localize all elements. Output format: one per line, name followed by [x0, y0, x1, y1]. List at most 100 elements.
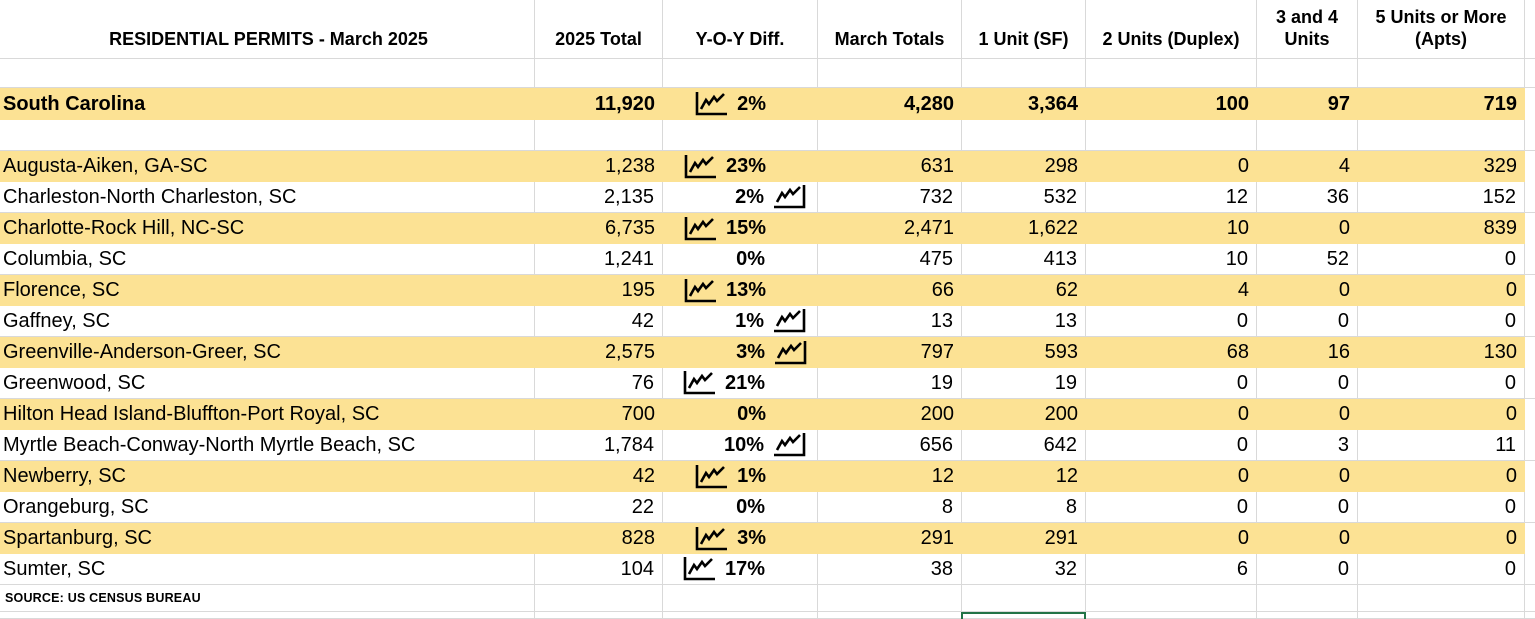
- cell-2025-total[interactable]: 2,575: [535, 337, 663, 368]
- cell-2-units[interactable]: 100: [1086, 88, 1257, 120]
- empty-cell[interactable]: [1257, 612, 1358, 618]
- cell-2-units[interactable]: 0: [1086, 492, 1257, 522]
- empty-cell[interactable]: [1257, 59, 1358, 87]
- cell-3-4-units[interactable]: 36: [1257, 182, 1358, 212]
- empty-cell[interactable]: [535, 59, 663, 87]
- cell-1-unit[interactable]: 19: [962, 368, 1086, 398]
- cell-area-name[interactable]: Augusta-Aiken, GA-SC: [0, 151, 535, 182]
- cell-5-units[interactable]: 11: [1358, 430, 1525, 460]
- empty-cell[interactable]: [535, 612, 663, 618]
- cell-2025-total[interactable]: 42: [535, 461, 663, 492]
- cell-2025-total[interactable]: 1,241: [535, 244, 663, 274]
- empty-cell[interactable]: [663, 59, 818, 87]
- empty-cell[interactable]: [1358, 59, 1525, 87]
- cell-5-units[interactable]: 0: [1358, 244, 1525, 274]
- cell-1-unit[interactable]: 1,622: [962, 213, 1086, 244]
- cell-2025-total[interactable]: 1,784: [535, 430, 663, 460]
- cell-2-units[interactable]: 6: [1086, 554, 1257, 584]
- cell-march-totals[interactable]: 200: [818, 399, 962, 430]
- cell-3-4-units[interactable]: 52: [1257, 244, 1358, 274]
- cell-march-totals[interactable]: 19: [818, 368, 962, 398]
- empty-cell[interactable]: [1086, 59, 1257, 87]
- header-2025-total[interactable]: 2025 Total: [535, 0, 663, 58]
- cell-yoy-diff[interactable]: 15%: [663, 213, 818, 244]
- cell-2-units[interactable]: 10: [1086, 244, 1257, 274]
- cell-2025-total[interactable]: 1,238: [535, 151, 663, 182]
- cell-1-unit[interactable]: 413: [962, 244, 1086, 274]
- cell-yoy-diff[interactable]: 2%: [663, 182, 818, 212]
- cell-2-units[interactable]: 0: [1086, 306, 1257, 336]
- cell-5-units[interactable]: 719: [1358, 88, 1525, 120]
- cell-yoy-diff[interactable]: 3%: [663, 523, 818, 554]
- cell-2-units[interactable]: 0: [1086, 461, 1257, 492]
- empty-cell[interactable]: [0, 59, 535, 87]
- cell-area-name[interactable]: Charlotte-Rock Hill, NC-SC: [0, 213, 535, 244]
- cell-1-unit[interactable]: 593: [962, 337, 1086, 368]
- cell-2025-total[interactable]: 42: [535, 306, 663, 336]
- cell-area-name[interactable]: Myrtle Beach-Conway-North Myrtle Beach, …: [0, 430, 535, 460]
- cell-2-units[interactable]: 0: [1086, 430, 1257, 460]
- cell-2-units[interactable]: 10: [1086, 213, 1257, 244]
- header-3-4-units[interactable]: 3 and 4 Units: [1257, 0, 1358, 58]
- cell-area-name[interactable]: Newberry, SC: [0, 461, 535, 492]
- cell-march-totals[interactable]: 797: [818, 337, 962, 368]
- cell-2-units[interactable]: 0: [1086, 523, 1257, 554]
- cell-march-totals[interactable]: 12: [818, 461, 962, 492]
- empty-cell[interactable]: [535, 120, 663, 150]
- cell-march-totals[interactable]: 732: [818, 182, 962, 212]
- empty-cell[interactable]: [818, 612, 962, 618]
- cell-5-units[interactable]: 839: [1358, 213, 1525, 244]
- empty-cell[interactable]: [1086, 120, 1257, 150]
- cell-2025-total[interactable]: 22: [535, 492, 663, 522]
- cell-yoy-diff[interactable]: 0%: [663, 244, 818, 274]
- cell-5-units[interactable]: 0: [1358, 399, 1525, 430]
- cell-3-4-units[interactable]: 0: [1257, 275, 1358, 306]
- header-march-totals[interactable]: March Totals: [818, 0, 962, 58]
- cell-state-name[interactable]: South Carolina: [0, 88, 535, 120]
- cell-area-name[interactable]: Spartanburg, SC: [0, 523, 535, 554]
- cell-5-units[interactable]: 0: [1358, 554, 1525, 584]
- cell-1-unit[interactable]: 532: [962, 182, 1086, 212]
- cell-march-totals[interactable]: 475: [818, 244, 962, 274]
- cell-3-4-units[interactable]: 0: [1257, 399, 1358, 430]
- cell-yoy-diff[interactable]: 23%: [663, 151, 818, 182]
- cell-yoy-diff[interactable]: 1%: [663, 461, 818, 492]
- cell-2-units[interactable]: 68: [1086, 337, 1257, 368]
- cell-1-unit[interactable]: 291: [962, 523, 1086, 554]
- cell-3-4-units[interactable]: 3: [1257, 430, 1358, 460]
- cell-march-totals[interactable]: 2,471: [818, 213, 962, 244]
- cell-5-units[interactable]: 0: [1358, 306, 1525, 336]
- cell-3-4-units[interactable]: 0: [1257, 368, 1358, 398]
- cell-2025-total[interactable]: 11,920: [535, 88, 663, 120]
- empty-cell[interactable]: [663, 120, 818, 150]
- cell-1-unit[interactable]: 32: [962, 554, 1086, 584]
- cell-2025-total[interactable]: 828: [535, 523, 663, 554]
- cell-2025-total[interactable]: 195: [535, 275, 663, 306]
- cell-1-unit[interactable]: 13: [962, 306, 1086, 336]
- cell-3-4-units[interactable]: 0: [1257, 306, 1358, 336]
- empty-cell[interactable]: [0, 612, 535, 618]
- cell-yoy-diff[interactable]: 3%: [663, 337, 818, 368]
- cell-1-unit[interactable]: 62: [962, 275, 1086, 306]
- header-5-units-more[interactable]: 5 Units or More (Apts): [1358, 0, 1525, 58]
- empty-cell[interactable]: [1086, 585, 1257, 611]
- cell-march-totals[interactable]: 656: [818, 430, 962, 460]
- cell-3-4-units[interactable]: 0: [1257, 461, 1358, 492]
- empty-cell[interactable]: [535, 585, 663, 611]
- empty-cell[interactable]: [1086, 612, 1257, 618]
- cell-3-4-units[interactable]: 0: [1257, 523, 1358, 554]
- cell-1-unit[interactable]: 3,364: [962, 88, 1086, 120]
- cell-5-units[interactable]: 0: [1358, 461, 1525, 492]
- empty-cell[interactable]: [1257, 120, 1358, 150]
- cell-yoy-diff[interactable]: 21%: [663, 368, 818, 398]
- empty-cell[interactable]: [1257, 585, 1358, 611]
- cell-march-totals[interactable]: 291: [818, 523, 962, 554]
- cell-2-units[interactable]: 12: [1086, 182, 1257, 212]
- cell-march-totals[interactable]: 66: [818, 275, 962, 306]
- empty-cell[interactable]: [663, 585, 818, 611]
- cell-march-totals[interactable]: 4,280: [818, 88, 962, 120]
- cell-3-4-units[interactable]: 0: [1257, 492, 1358, 522]
- cell-march-totals[interactable]: 38: [818, 554, 962, 584]
- cell-2025-total[interactable]: 6,735: [535, 213, 663, 244]
- cell-march-totals[interactable]: 13: [818, 306, 962, 336]
